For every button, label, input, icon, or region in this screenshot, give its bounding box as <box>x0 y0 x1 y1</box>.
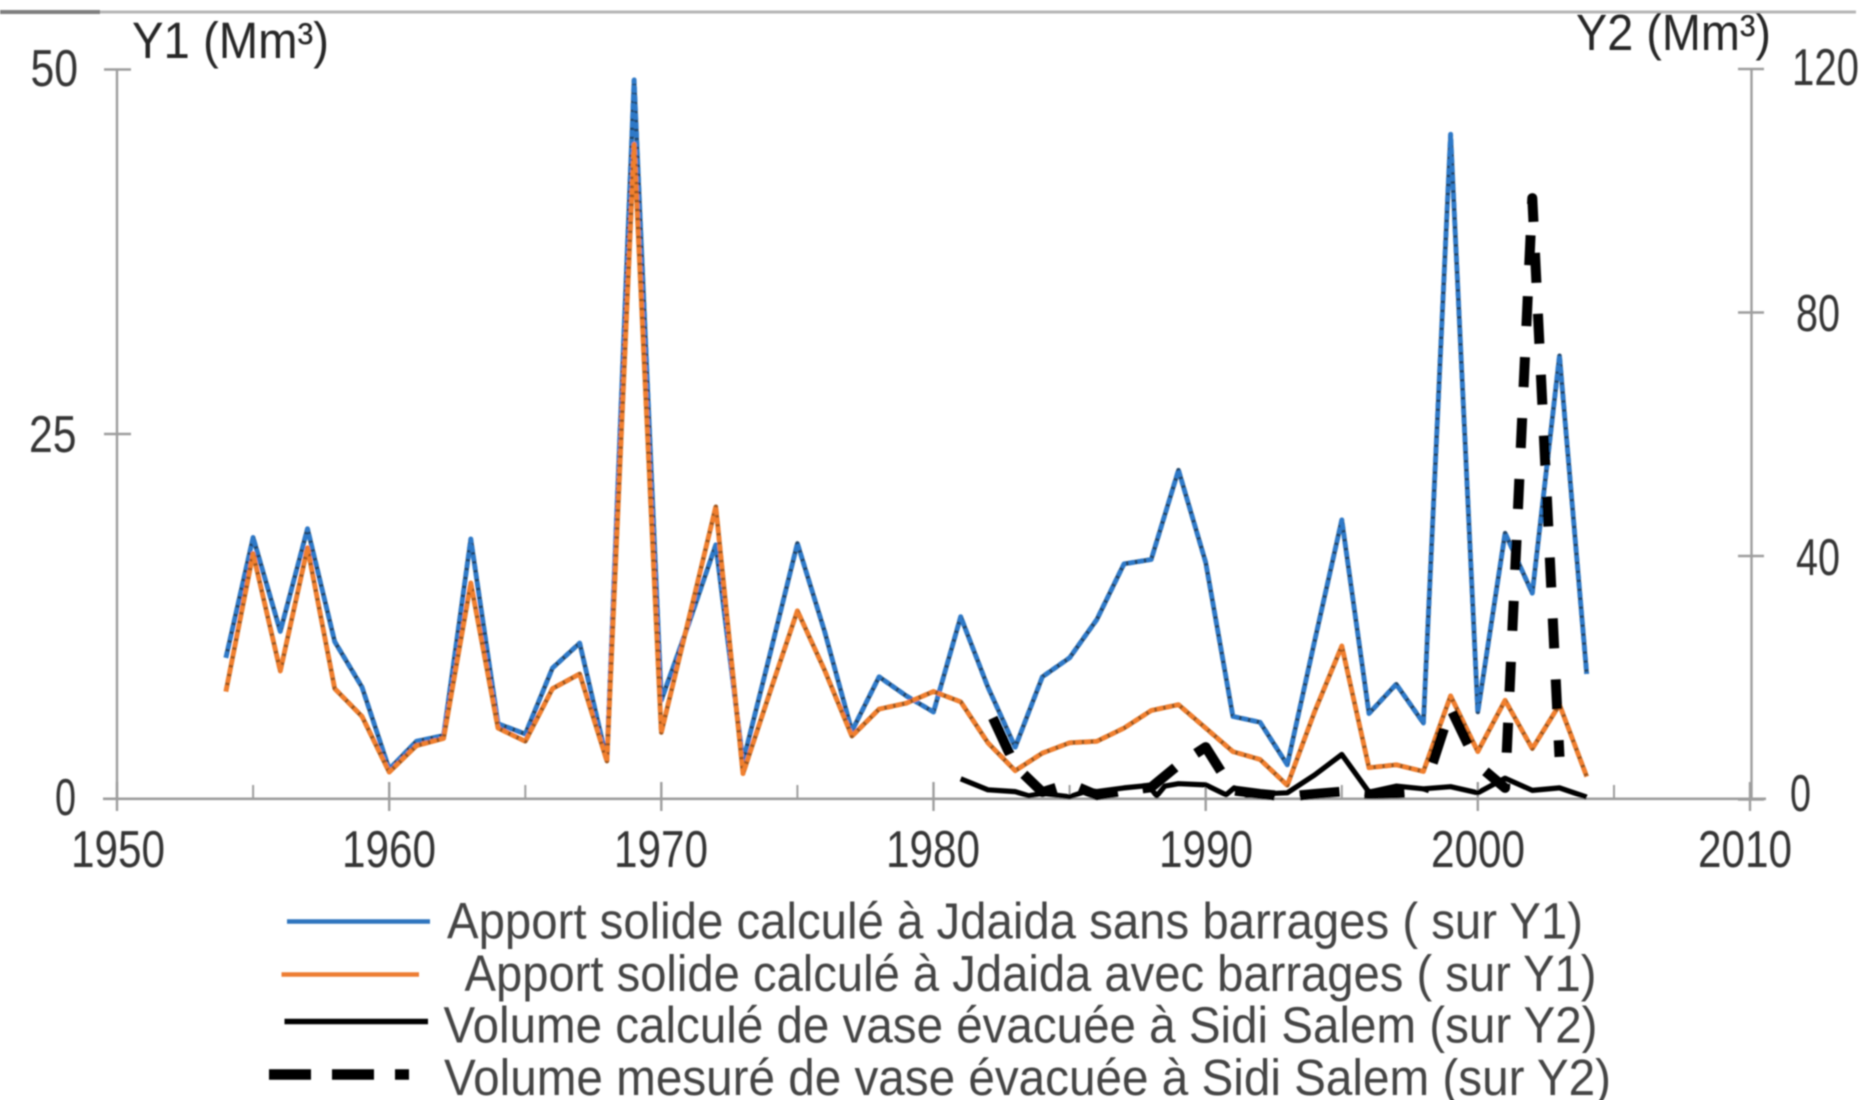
svg-text:Volume mesuré de vase évacuée: Volume mesuré de vase évacuée à Sidi Sal… <box>444 1049 1611 1100</box>
svg-text:Apport solide calculé à Jdaida: Apport solide calculé à Jdaida sans barr… <box>447 893 1583 950</box>
svg-text:1950: 1950 <box>71 821 165 879</box>
svg-text:Y2 (Mm³): Y2 (Mm³) <box>1576 4 1771 61</box>
svg-text:0: 0 <box>55 769 76 827</box>
svg-text:Apport solide calculé à Jdaida: Apport solide calculé à Jdaida avec barr… <box>465 945 1597 1002</box>
svg-text:50: 50 <box>31 40 79 98</box>
svg-text:25: 25 <box>29 406 77 464</box>
svg-text:1980: 1980 <box>886 821 980 879</box>
svg-text:80: 80 <box>1796 285 1840 343</box>
svg-text:1970: 1970 <box>614 821 708 879</box>
svg-text:40: 40 <box>1796 529 1840 587</box>
svg-text:0: 0 <box>1790 765 1811 823</box>
svg-text:Y1 (Mm³): Y1 (Mm³) <box>132 12 329 69</box>
svg-text:Volume calculé de vase évacuée: Volume calculé de vase évacuée à Sidi Sa… <box>444 997 1598 1054</box>
svg-text:1960: 1960 <box>342 821 436 879</box>
svg-text:2010: 2010 <box>1698 821 1792 879</box>
svg-text:120: 120 <box>1792 39 1859 97</box>
svg-text:2000: 2000 <box>1431 821 1525 879</box>
svg-text:1990: 1990 <box>1159 821 1253 879</box>
